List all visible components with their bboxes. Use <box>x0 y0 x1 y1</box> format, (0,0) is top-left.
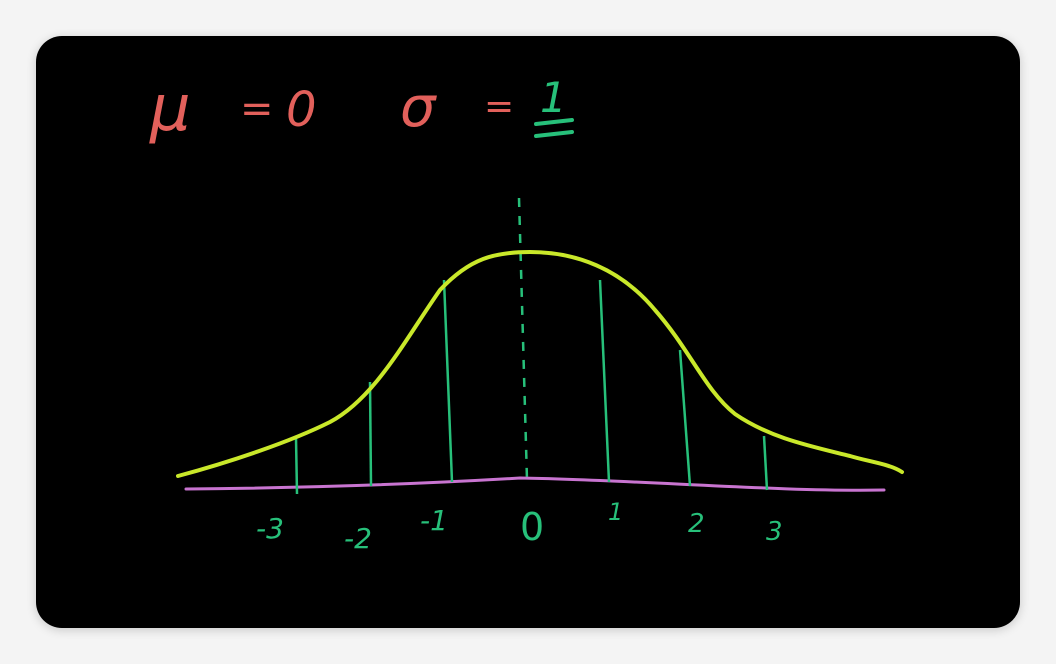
sigma-equals: = <box>484 86 514 127</box>
tick-label-zero: 0 <box>520 505 544 549</box>
blackboard <box>36 36 1020 628</box>
std-line-minus-1 <box>442 279 454 483</box>
sigma-value: 1 <box>540 73 567 122</box>
std-dev-lines <box>294 279 769 495</box>
tick-label-minus-2: -2 <box>344 522 372 555</box>
mu-symbol: μ <box>149 72 191 146</box>
tick-label-plus-3: 3 <box>766 517 783 547</box>
std-line-plus-3 <box>762 435 769 491</box>
mu-value: 0 <box>286 82 317 138</box>
std-line-minus-3 <box>294 437 299 495</box>
tick-label-minus-1: -1 <box>420 504 448 537</box>
sigma-symbol: σ <box>400 75 437 140</box>
tick-label-plus-1: 1 <box>608 498 623 526</box>
mean-dashed-line <box>517 197 529 481</box>
x-axis-line <box>184 476 886 492</box>
bell-curve <box>176 250 904 478</box>
tick-label-plus-2: 2 <box>688 509 705 539</box>
std-line-plus-2 <box>678 349 692 487</box>
sigma-value-underline-1 <box>534 118 574 126</box>
axis-tick-labels: -3 -2 -1 0 1 2 3 <box>256 498 783 555</box>
sigma-value-underline-2 <box>534 130 574 138</box>
parameters-formula: μ = 0 σ = 1 <box>149 72 574 146</box>
std-line-minus-2 <box>368 381 373 487</box>
mu-equals: = <box>240 86 274 132</box>
tick-label-minus-3: -3 <box>256 512 284 545</box>
std-line-plus-1 <box>598 279 611 483</box>
